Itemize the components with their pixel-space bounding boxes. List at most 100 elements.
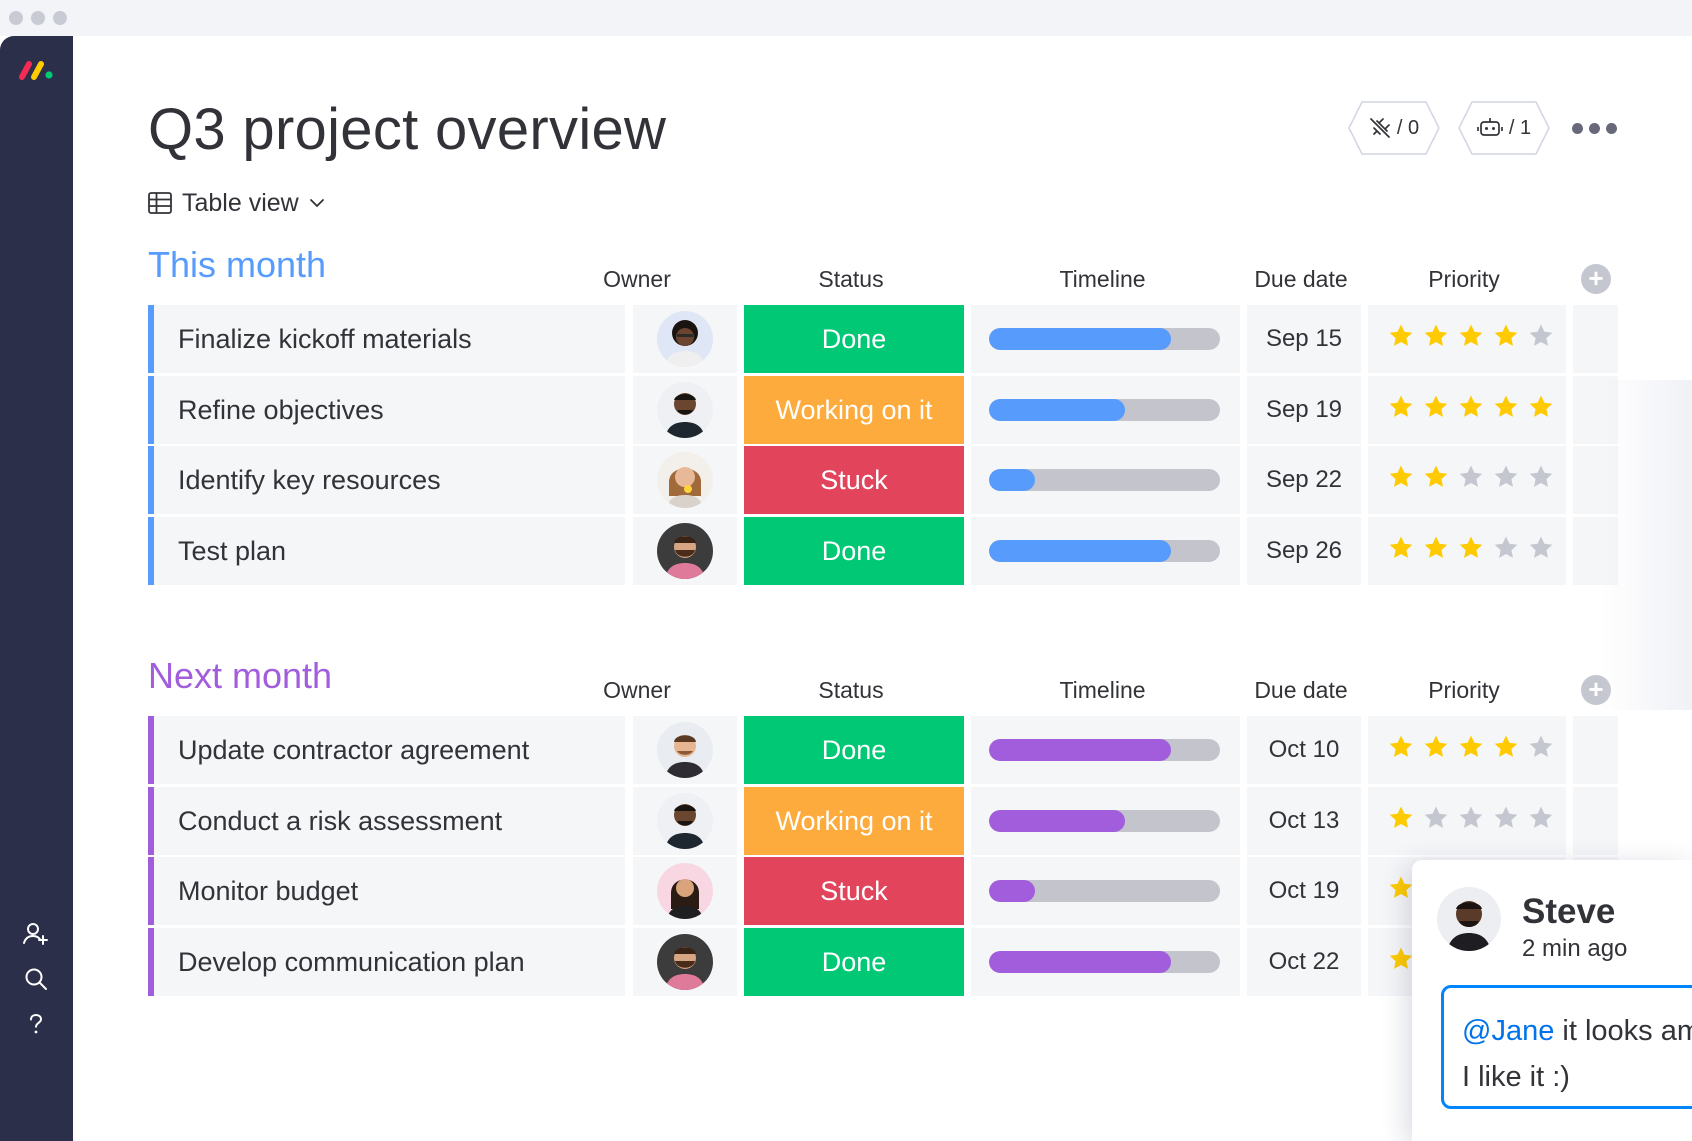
star-empty-icon[interactable] bbox=[1458, 464, 1484, 490]
table-row[interactable]: Identify key resources Stuck Sep 22 bbox=[148, 446, 1618, 514]
owner-cell[interactable] bbox=[633, 787, 737, 855]
search-icon[interactable] bbox=[22, 965, 50, 993]
item-name[interactable]: Test plan bbox=[178, 536, 287, 566]
star-empty-icon[interactable] bbox=[1493, 805, 1519, 831]
column-header-priority[interactable]: Priority bbox=[1428, 266, 1500, 292]
star-filled-icon[interactable] bbox=[1388, 323, 1414, 349]
star-filled-icon[interactable] bbox=[1493, 394, 1519, 420]
column-header-timeline[interactable]: Timeline bbox=[1059, 677, 1146, 703]
status-badge[interactable]: Done bbox=[744, 928, 964, 996]
help-icon[interactable] bbox=[22, 1010, 50, 1038]
table-row[interactable]: Develop communication plan Done Oct 22 bbox=[148, 928, 1618, 996]
column-header-priority[interactable]: Priority bbox=[1428, 677, 1500, 703]
table-row[interactable]: Refine objectives Working on it Sep 19 bbox=[148, 376, 1618, 444]
status-badge[interactable]: Done bbox=[744, 517, 964, 585]
item-name-cell[interactable]: Conduct a risk assessment bbox=[148, 787, 625, 855]
status-badge[interactable]: Stuck bbox=[744, 857, 964, 925]
star-empty-icon[interactable] bbox=[1528, 535, 1554, 561]
due-date[interactable]: Sep 26 bbox=[1247, 517, 1361, 585]
due-date[interactable]: Sep 22 bbox=[1247, 446, 1361, 514]
avatar[interactable] bbox=[657, 311, 713, 367]
owner-cell[interactable] bbox=[633, 305, 737, 373]
avatar[interactable] bbox=[657, 863, 713, 919]
status-badge[interactable]: Done bbox=[744, 716, 964, 784]
column-header-owner[interactable]: Owner bbox=[603, 677, 671, 703]
integrations-button[interactable]: / 0 bbox=[1348, 101, 1440, 155]
timeline-cell[interactable] bbox=[971, 787, 1240, 855]
star-filled-icon[interactable] bbox=[1388, 946, 1414, 972]
avatar[interactable] bbox=[657, 793, 713, 849]
automations-button[interactable]: / 1 bbox=[1458, 101, 1550, 155]
table-row[interactable]: Conduct a risk assessment Working on it Oc… bbox=[148, 787, 1618, 855]
owner-cell[interactable] bbox=[633, 446, 737, 514]
star-filled-icon[interactable] bbox=[1528, 394, 1554, 420]
star-filled-icon[interactable] bbox=[1388, 394, 1414, 420]
timeline-cell[interactable] bbox=[971, 305, 1240, 373]
column-header-owner[interactable]: Owner bbox=[603, 266, 671, 292]
window-dot-minimize[interactable] bbox=[31, 11, 45, 25]
avatar[interactable] bbox=[657, 934, 713, 990]
priority-rating[interactable] bbox=[1368, 446, 1566, 514]
star-empty-icon[interactable] bbox=[1528, 805, 1554, 831]
add-column-icon[interactable]: + bbox=[1581, 264, 1611, 294]
table-row[interactable]: Update contractor agreement Done Oct 10 bbox=[148, 716, 1618, 784]
star-empty-icon[interactable] bbox=[1528, 734, 1554, 760]
item-name-cell[interactable]: Develop communication plan bbox=[148, 928, 625, 996]
column-header-status[interactable]: Status bbox=[818, 677, 884, 703]
star-empty-icon[interactable] bbox=[1458, 805, 1484, 831]
item-name[interactable]: Develop communication plan bbox=[178, 947, 525, 977]
due-date[interactable]: Oct 10 bbox=[1247, 716, 1361, 784]
avatar[interactable] bbox=[657, 452, 713, 508]
comment-card[interactable]: Steve 2 min ago @Jane it looks amazing! … bbox=[1412, 860, 1692, 1141]
item-name[interactable]: Conduct a risk assessment bbox=[178, 806, 503, 836]
item-name-cell[interactable]: Refine objectives bbox=[148, 376, 625, 444]
star-filled-icon[interactable] bbox=[1458, 535, 1484, 561]
due-date[interactable]: Oct 13 bbox=[1247, 787, 1361, 855]
table-row[interactable]: Finalize kickoff materials Done Sep 15 bbox=[148, 305, 1618, 373]
star-filled-icon[interactable] bbox=[1423, 394, 1449, 420]
column-header-status[interactable]: Status bbox=[818, 266, 884, 292]
due-date[interactable]: Oct 22 bbox=[1247, 928, 1361, 996]
table-row[interactable]: Monitor budget Stuck Oct 19 bbox=[148, 857, 1618, 925]
star-empty-icon[interactable] bbox=[1528, 464, 1554, 490]
due-date[interactable]: Sep 15 bbox=[1247, 305, 1361, 373]
timeline-cell[interactable] bbox=[971, 446, 1240, 514]
priority-rating[interactable] bbox=[1368, 787, 1566, 855]
owner-cell[interactable] bbox=[633, 376, 737, 444]
owner-cell[interactable] bbox=[633, 517, 737, 585]
item-name[interactable]: Refine objectives bbox=[178, 395, 384, 425]
owner-cell[interactable] bbox=[633, 928, 737, 996]
commenter-avatar[interactable] bbox=[1437, 887, 1501, 951]
window-dot-close[interactable] bbox=[9, 11, 23, 25]
star-filled-icon[interactable] bbox=[1388, 805, 1414, 831]
column-header-due-date[interactable]: Due date bbox=[1254, 266, 1348, 292]
item-name-cell[interactable]: Test plan bbox=[148, 517, 625, 585]
star-filled-icon[interactable] bbox=[1388, 535, 1414, 561]
star-filled-icon[interactable] bbox=[1423, 535, 1449, 561]
due-date[interactable]: Sep 19 bbox=[1247, 376, 1361, 444]
item-name-cell[interactable]: Monitor budget bbox=[148, 857, 625, 925]
star-filled-icon[interactable] bbox=[1388, 875, 1414, 901]
timeline-cell[interactable] bbox=[971, 857, 1240, 925]
view-switcher[interactable]: Table view bbox=[148, 186, 325, 220]
star-filled-icon[interactable] bbox=[1423, 734, 1449, 760]
priority-rating[interactable] bbox=[1368, 517, 1566, 585]
timeline-cell[interactable] bbox=[971, 716, 1240, 784]
comment-text-box[interactable]: @Jane it looks amazing! I like it :) bbox=[1441, 985, 1692, 1109]
status-badge[interactable]: Stuck bbox=[744, 446, 964, 514]
star-filled-icon[interactable] bbox=[1388, 734, 1414, 760]
owner-cell[interactable] bbox=[633, 716, 737, 784]
column-header-due-date[interactable]: Due date bbox=[1254, 677, 1348, 703]
item-name[interactable]: Finalize kickoff materials bbox=[178, 324, 472, 354]
star-filled-icon[interactable] bbox=[1458, 734, 1484, 760]
more-icon[interactable] bbox=[1572, 116, 1618, 140]
priority-rating[interactable] bbox=[1368, 716, 1566, 784]
star-empty-icon[interactable] bbox=[1493, 535, 1519, 561]
invite-user-icon[interactable] bbox=[22, 920, 50, 948]
avatar[interactable] bbox=[657, 523, 713, 579]
star-filled-icon[interactable] bbox=[1493, 323, 1519, 349]
item-name-cell[interactable]: Update contractor agreement bbox=[148, 716, 625, 784]
item-name[interactable]: Update contractor agreement bbox=[178, 735, 530, 765]
timeline-cell[interactable] bbox=[971, 517, 1240, 585]
window-dot-maximize[interactable] bbox=[53, 11, 67, 25]
